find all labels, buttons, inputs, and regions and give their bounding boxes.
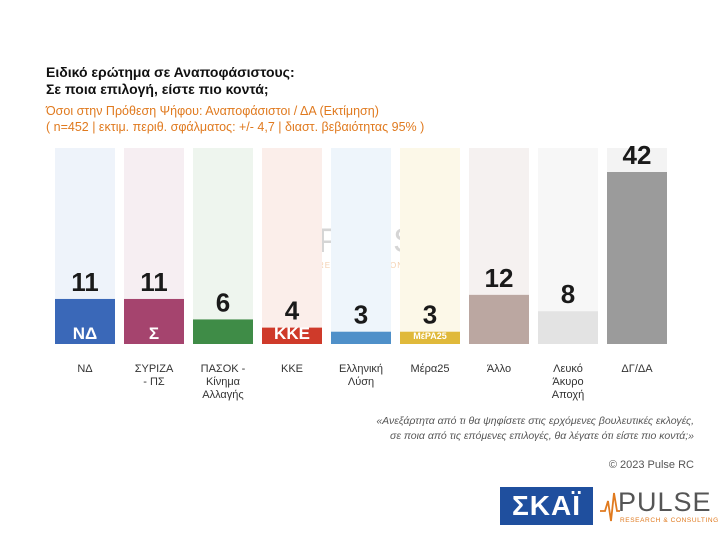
category-label: ΚΚΕ [281, 363, 303, 375]
category-label: - ΠΣ [143, 376, 165, 388]
party-logo-text: Σ [149, 324, 159, 343]
title-line-2: Σε ποια επιλογή, είστε πιο κοντά; [46, 81, 269, 97]
pulse-logo-subtitle: RESEARCH & CONSULTING [620, 517, 719, 524]
bar [400, 331, 460, 344]
bar [55, 298, 115, 344]
value-label: 3 [423, 300, 437, 330]
category-label: Λευκό [553, 363, 583, 375]
category-label: ΝΔ [77, 363, 93, 375]
bar-background [400, 148, 460, 344]
sample-info: ( n=452 | εκτιμ. περιθ. σφάλματος: +/- 4… [46, 120, 425, 134]
pulse-logo: PULSE RESEARCH & CONSULTING [600, 487, 718, 527]
category-label: Λύση [348, 376, 374, 388]
question-footnote: «Ανεξάρτητα από τι θα ψηφίσετε στις ερχό… [274, 414, 694, 444]
footnote-line-1: «Ανεξάρτητα από τι θα ψηφίσετε στις ερχό… [376, 415, 694, 427]
title-line-1: Ειδικό ερώτημα σε Αναποφάσιστους: [46, 64, 295, 80]
category-label: Αλλαγής [202, 389, 243, 401]
chart-title: Ειδικό ερώτημα σε Αναποφάσιστους: Σε ποι… [46, 64, 295, 98]
bar [262, 327, 322, 344]
category-label: Άλλο [487, 363, 511, 375]
category-label: Κίνημα [206, 376, 241, 388]
value-label: 8 [561, 279, 575, 309]
category-label: ΔΓ/ΔΑ [621, 363, 653, 375]
party-logo-text: ΚΚΕ [274, 324, 310, 343]
bar [607, 172, 667, 344]
bar [331, 331, 391, 344]
party-logo-text: ΝΔ [73, 324, 98, 343]
bar [538, 311, 598, 344]
bar [469, 294, 529, 344]
value-label: 11 [71, 267, 99, 297]
category-label: Ελληνική [339, 363, 383, 375]
value-label: 42 [623, 140, 652, 170]
pulse-logo-word: PULSE [618, 487, 712, 517]
footnote-line-2: σε ποια από τις επόμενες επιλογές, θα λέ… [390, 430, 694, 442]
bar-background [262, 148, 322, 344]
skai-logo: ΣΚΑΪ [500, 487, 593, 525]
category-label: ΠΑΣΟΚ - [201, 363, 246, 375]
category-label: Αποχή [552, 389, 584, 401]
value-label: 3 [354, 300, 368, 330]
value-label: 12 [485, 263, 514, 293]
value-label: 11 [140, 267, 168, 297]
value-label: 6 [216, 287, 230, 317]
bar-background [193, 148, 253, 344]
value-label: 4 [285, 296, 300, 326]
category-label: Άκυρο [552, 376, 583, 388]
party-logo-text: ΜέΡΑ25 [413, 331, 446, 341]
category-label: ΣΥΡΙΖΑ [135, 363, 174, 375]
chart-subtitle: Όσοι στην Πρόθεση Ψήφου: Αναποφάσιστοι /… [46, 104, 379, 118]
bar [193, 319, 253, 344]
bar [124, 298, 184, 344]
pulse-wave-icon [600, 492, 620, 522]
category-label: Μέρα25 [411, 363, 450, 375]
bar-background [331, 148, 391, 344]
copyright: © 2023 Pulse RC [608, 459, 694, 471]
